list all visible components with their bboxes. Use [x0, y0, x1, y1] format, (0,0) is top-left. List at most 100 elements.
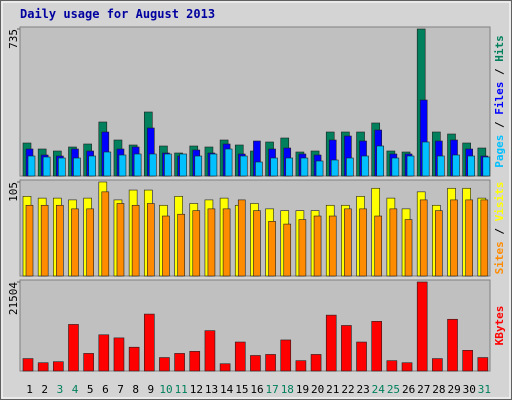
- x-tick-label: 3: [57, 383, 64, 396]
- bar: [482, 156, 491, 177]
- bar: [386, 360, 398, 372]
- bar: [73, 157, 81, 177]
- legend: Pages / Files / Hits: [493, 35, 506, 168]
- bar: [465, 199, 473, 277]
- bar: [103, 151, 112, 177]
- bar: [98, 334, 110, 372]
- bar: [40, 204, 49, 277]
- legend-entry: Sites: [493, 241, 506, 274]
- bar: [56, 204, 64, 277]
- bar: [330, 159, 339, 177]
- bar: [25, 204, 34, 277]
- bar: [116, 203, 125, 277]
- x-tick-label: 26: [402, 383, 415, 396]
- bar: [192, 210, 201, 277]
- x-tick-label: 30: [463, 383, 476, 396]
- bar: [255, 161, 263, 177]
- bar: [179, 153, 187, 177]
- x-tick-label: 27: [417, 383, 430, 396]
- bar: [477, 357, 489, 372]
- bar: [344, 208, 352, 277]
- bar: [280, 339, 292, 372]
- bar: [300, 157, 309, 177]
- bar: [285, 157, 294, 177]
- bar: [391, 157, 400, 177]
- bar: [219, 363, 231, 372]
- bar: [447, 318, 458, 372]
- x-tick-label: 2: [41, 383, 48, 396]
- bar: [253, 210, 261, 277]
- x-tick-label: 14: [220, 383, 234, 396]
- x-tick-label: 1: [26, 383, 33, 396]
- x-tick-label: 22: [341, 383, 354, 396]
- bar: [325, 314, 337, 372]
- bar: [389, 208, 398, 277]
- bar: [298, 219, 307, 277]
- bar: [462, 350, 473, 372]
- bar: [295, 360, 307, 372]
- bar: [250, 355, 261, 372]
- bar: [435, 210, 443, 277]
- bar: [421, 141, 430, 177]
- bar: [174, 353, 185, 372]
- bar: [27, 155, 36, 177]
- bar: [371, 321, 383, 372]
- bar: [359, 208, 367, 277]
- x-tick-label: 8: [132, 383, 139, 396]
- bar: [83, 353, 94, 372]
- bar: [128, 346, 140, 372]
- bar: [450, 199, 458, 277]
- legend-entry: KBytes: [493, 306, 506, 346]
- bar: [189, 351, 201, 372]
- legend: Sites / Visits: [493, 182, 506, 275]
- x-tick-label: 12: [190, 383, 203, 396]
- bar: [68, 324, 79, 372]
- x-tick-label: 21: [326, 383, 339, 396]
- bar: [101, 191, 110, 277]
- bar: [234, 341, 246, 372]
- x-tick-label: 7: [117, 383, 124, 396]
- bar: [404, 219, 413, 277]
- bar: [143, 313, 155, 372]
- x-tick-label: 6: [102, 383, 109, 396]
- bar: [437, 155, 445, 177]
- bar: [53, 361, 64, 372]
- bar: [164, 153, 172, 177]
- bar: [401, 362, 413, 372]
- bar: [313, 215, 322, 277]
- bar: [356, 341, 367, 372]
- bar: [283, 223, 292, 277]
- bar: [376, 145, 385, 177]
- legend-entry: Hits: [493, 35, 506, 62]
- bar: [374, 215, 383, 277]
- bar: [133, 153, 142, 177]
- y-tick-label: 735: [7, 29, 20, 49]
- x-tick-label: 20: [311, 383, 324, 396]
- bar: [328, 215, 337, 277]
- bar: [37, 362, 49, 372]
- bar: [159, 357, 170, 372]
- x-tick-label: 15: [235, 383, 248, 396]
- bar: [406, 155, 415, 177]
- bar: [42, 156, 51, 177]
- x-tick-label: 11: [175, 383, 188, 396]
- bar: [480, 199, 489, 277]
- x-tick-label: 29: [447, 383, 460, 396]
- bar: [118, 154, 127, 177]
- x-tick-label: 17: [266, 383, 279, 396]
- chart-title: Daily usage for August 2013: [20, 7, 215, 21]
- bar: [222, 208, 231, 277]
- legend-entry: Visits: [493, 182, 506, 222]
- bar: [131, 204, 140, 277]
- legend: KBytes: [493, 306, 506, 346]
- bar: [58, 157, 66, 177]
- x-tick-label: 5: [87, 383, 94, 396]
- x-tick-label: 10: [159, 383, 172, 396]
- bar: [239, 155, 248, 177]
- bar: [204, 330, 216, 372]
- bar: [452, 154, 460, 177]
- bar: [270, 157, 278, 177]
- bar: [265, 354, 276, 372]
